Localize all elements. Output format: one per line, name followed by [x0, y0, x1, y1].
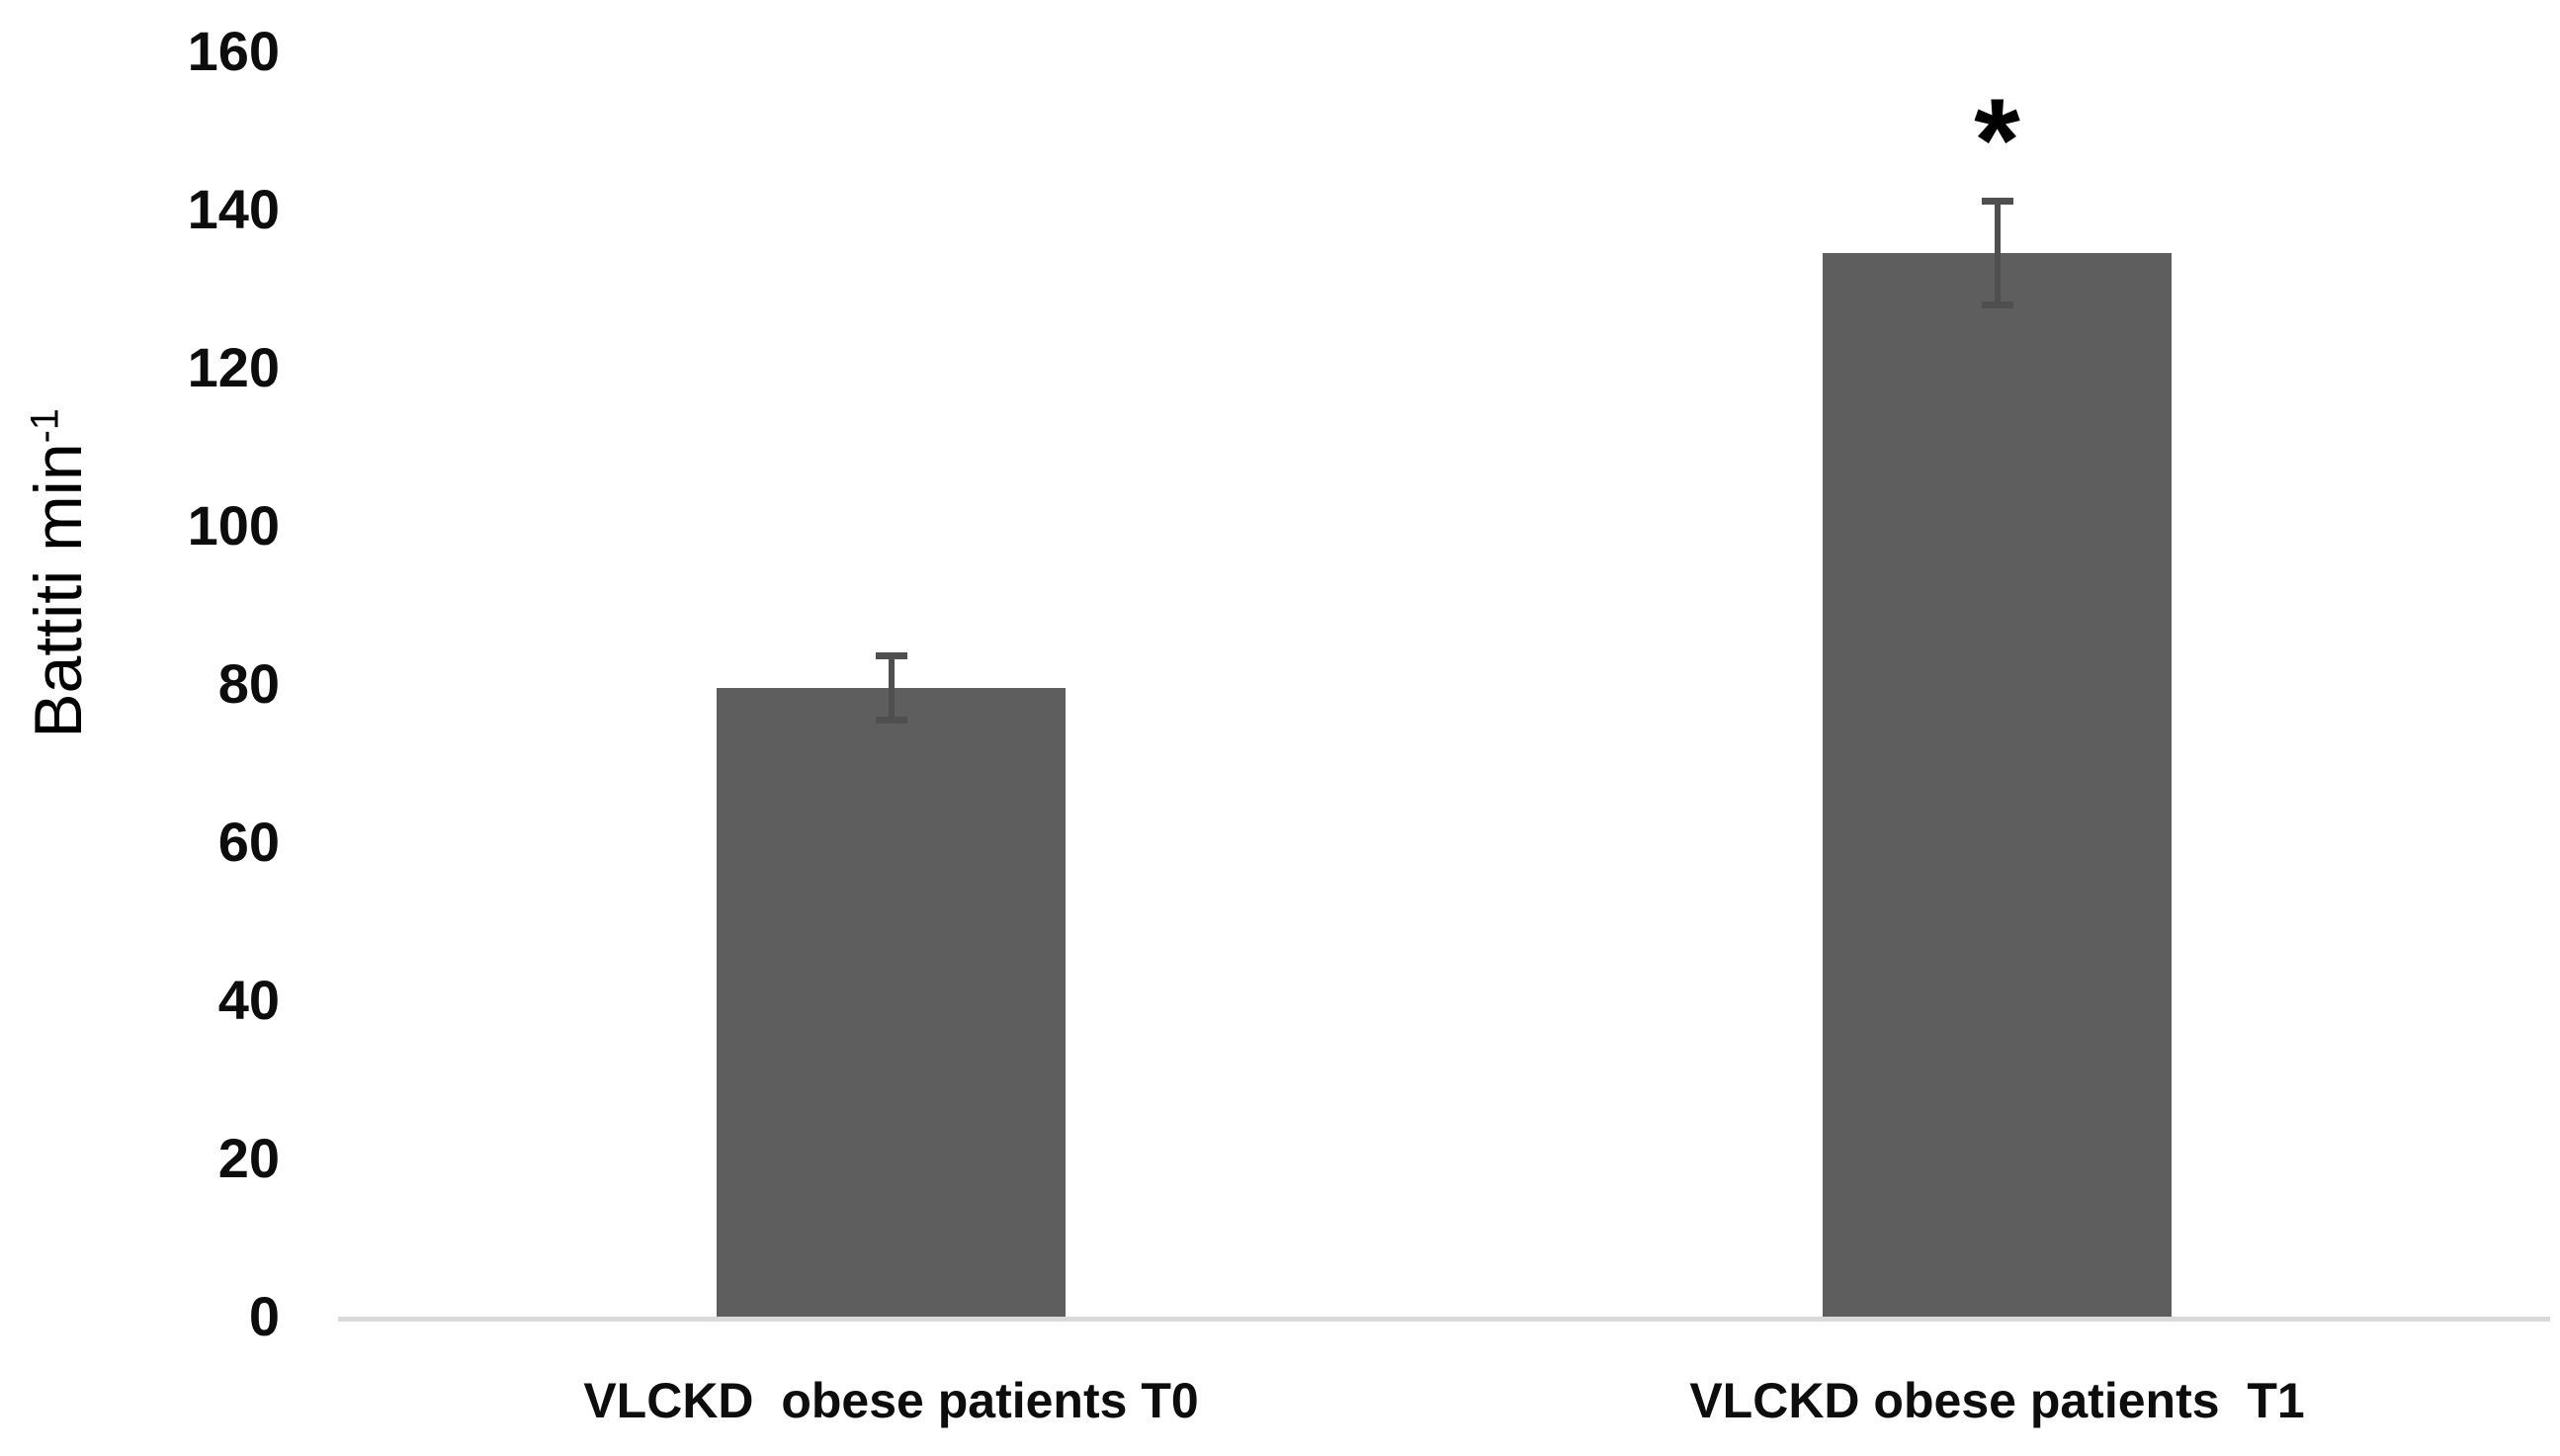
y-tick-label: 60: [217, 811, 280, 873]
error-bar-line: [888, 652, 895, 724]
error-bar-cap: [1981, 198, 2013, 205]
category-label: VLCKD obese patients T0: [583, 1373, 1199, 1428]
category-label: VLCKD obese patients T1: [1689, 1373, 2305, 1428]
y-tick-label: 80: [217, 652, 280, 715]
y-axis-title-superscript: -1: [23, 408, 67, 444]
y-tick-label: 120: [187, 336, 280, 398]
y-tick-label: 160: [187, 20, 280, 82]
y-tick-label: 40: [217, 969, 280, 1031]
error-bar-line: [1994, 198, 2001, 308]
y-tick-label: 20: [217, 1127, 280, 1189]
bar: [717, 688, 1066, 1317]
significance-asterisk: *: [1974, 74, 2020, 207]
error-bar-cap: [875, 717, 907, 724]
error-bar-cap: [875, 652, 907, 659]
y-tick-label: 100: [187, 494, 280, 557]
error-bar-cap: [1981, 301, 2013, 308]
x-axis-line: [338, 1317, 2550, 1322]
y-tick-label: 0: [248, 1285, 280, 1347]
y-tick-label: 140: [187, 178, 280, 240]
bar: [1823, 253, 2172, 1317]
